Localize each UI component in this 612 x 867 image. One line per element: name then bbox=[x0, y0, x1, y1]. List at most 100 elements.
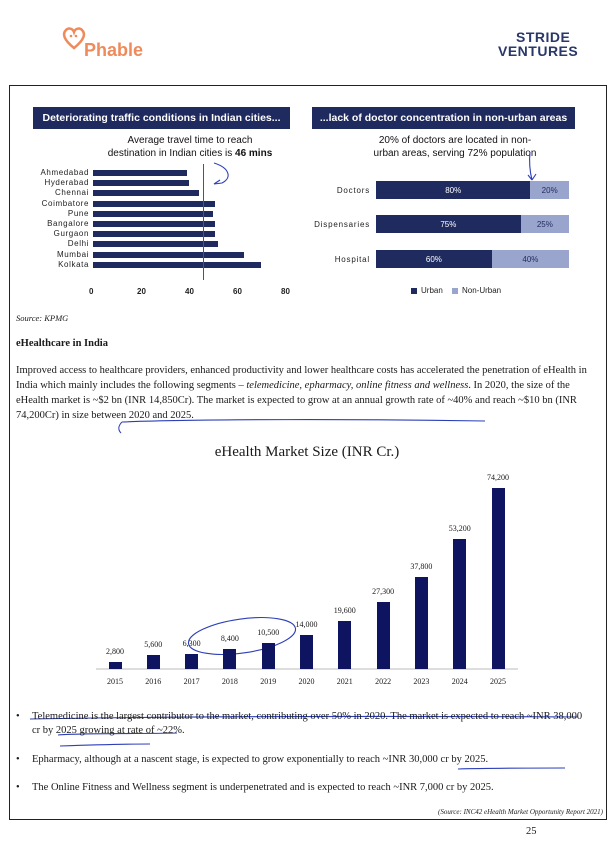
city-label: Ahmedabad bbox=[40, 168, 89, 177]
city-label: Bangalore bbox=[47, 219, 89, 228]
market-value-label: 74,200 bbox=[487, 473, 509, 483]
city-label: Hyderabad bbox=[44, 178, 89, 188]
urban-segment: 80% bbox=[376, 181, 531, 199]
city-label: Delhi bbox=[67, 239, 89, 249]
paragraph-part1: Improved access to healthcare providers,… bbox=[16, 365, 587, 391]
x-tick-label: 20 bbox=[137, 287, 146, 296]
year-label: 2025 bbox=[490, 677, 506, 686]
city-label: Mumbai bbox=[56, 249, 89, 259]
travel-time-bar bbox=[93, 241, 218, 248]
market-value-label: 2,800 bbox=[106, 647, 124, 657]
x-tick-label: 40 bbox=[185, 287, 194, 296]
source-footnote: (Source: INC42 eHealth Market Opportunit… bbox=[438, 808, 603, 816]
year-label: 2022 bbox=[375, 677, 392, 686]
travel-time-bar bbox=[93, 180, 189, 187]
travel-time-bar bbox=[93, 190, 199, 197]
x-tick-label: 80 bbox=[281, 287, 290, 296]
traffic-subtitle-bold: 46 mins bbox=[235, 148, 273, 159]
paragraph-segments: telemedicine, epharmacy, online fitness … bbox=[246, 380, 469, 391]
traffic-subtitle-line1: Average travel time to reach bbox=[127, 135, 253, 146]
x-tick-label: 0 bbox=[89, 287, 94, 296]
market-bar bbox=[185, 653, 199, 669]
underline-growth bbox=[121, 419, 486, 423]
bullet-list: • Telemedicine is the largest contributor… bbox=[16, 710, 594, 810]
traffic-panel-header: Deteriorating traffic conditions in Indi… bbox=[33, 107, 290, 129]
stride-logo-line2: VENTURES bbox=[498, 43, 579, 59]
market-bar bbox=[338, 621, 352, 669]
bullet-text: Telemedicine is the largest contributor … bbox=[32, 711, 583, 736]
market-value-label: 19,600 bbox=[333, 606, 356, 616]
urban-segment: 75% bbox=[376, 215, 521, 233]
travel-time-bar bbox=[93, 221, 216, 227]
market-value-label: 14,000 bbox=[295, 619, 318, 629]
travel-time-bar bbox=[93, 261, 261, 268]
market-bar bbox=[146, 655, 160, 669]
year-label: 2024 bbox=[451, 677, 468, 686]
year-label: 2021 bbox=[336, 677, 353, 686]
year-label: 2020 bbox=[298, 677, 315, 686]
year-label: 2016 bbox=[145, 677, 162, 686]
bullet-dot: • bbox=[16, 782, 20, 793]
paragraph-part2: . In 2020, the size of the eHealth marke… bbox=[16, 380, 577, 421]
doctor-panel: ...lack of doctor concentration in non-u… bbox=[312, 107, 575, 129]
city-label: Gurgaon bbox=[53, 229, 89, 239]
underline-38000 bbox=[57, 732, 178, 736]
intro-paragraph: Improved access to healthcare providers,… bbox=[16, 363, 602, 423]
traffic-subtitle-prefix: destination in Indian cities is bbox=[107, 148, 236, 159]
market-bar bbox=[414, 576, 428, 669]
phable-logo: Phable bbox=[62, 26, 152, 66]
market-chart-title: eHealth Market Size (INR Cr.) bbox=[214, 444, 400, 460]
legend-urban-swatch bbox=[411, 287, 417, 294]
travel-time-bar bbox=[93, 251, 245, 258]
market-value-label: 6,300 bbox=[182, 638, 201, 648]
market-value-label: 10,500 bbox=[257, 628, 280, 638]
bullet-text: The Online Fitness and Wellness segment … bbox=[32, 782, 494, 793]
source-kpmg: Source: KPMG bbox=[16, 313, 69, 323]
page-number: 25 bbox=[526, 826, 537, 837]
x-tick-label: 60 bbox=[233, 287, 242, 296]
circled-years bbox=[187, 617, 297, 655]
nonurban-segment: 25% bbox=[520, 215, 569, 233]
market-bar bbox=[223, 648, 237, 669]
traffic-subtitle: Average travel time to reach destination… bbox=[90, 134, 290, 160]
travel-time-bar bbox=[93, 231, 216, 238]
market-bar bbox=[453, 539, 467, 669]
market-value-label: 5,600 bbox=[144, 640, 163, 650]
underline-38000-second bbox=[59, 743, 151, 747]
doctor-subtitle-line1: 20% of doctors are located in non- bbox=[378, 135, 532, 146]
city-label: Kolkata bbox=[58, 259, 89, 269]
traffic-chart: Ahmedabad Hyderabad Chennai Coimbatore Pune B… bbox=[0, 0, 290, 296]
year-label: 2015 bbox=[107, 677, 123, 686]
urban-segment: 60% bbox=[376, 250, 492, 268]
arrow-annotation-left bbox=[213, 162, 229, 185]
page-frame bbox=[9, 85, 607, 820]
market-bar bbox=[300, 634, 313, 669]
market-value-label: 27,300 bbox=[372, 587, 395, 597]
legend-urban: Urban bbox=[411, 286, 443, 295]
city-label: Pune bbox=[67, 208, 89, 218]
market-chart: 2,800 2015 5,600 2016 6,300 2017 8,400 2018 10,5… bbox=[0, 0, 509, 686]
travel-time-bar bbox=[93, 200, 216, 207]
legend-nonurban-swatch bbox=[452, 287, 458, 294]
travel-time-bar bbox=[93, 170, 187, 176]
traffic-panel: Deteriorating traffic conditions in Indi… bbox=[33, 107, 290, 129]
city-label: Coimbatore bbox=[41, 198, 89, 208]
section-heading: eHealthcare in India bbox=[16, 338, 108, 349]
row-label: Dispensaries bbox=[314, 220, 370, 229]
stride-ventures-logo: STRIDE VENTURES bbox=[498, 30, 578, 66]
phable-logo-text: Phable bbox=[84, 40, 144, 60]
underline-hook bbox=[118, 421, 123, 434]
doctor-panel-header: ...lack of doctor concentration in non-u… bbox=[312, 107, 575, 129]
legend-urban-label: Urban bbox=[421, 286, 443, 295]
year-label: 2019 bbox=[260, 677, 277, 686]
travel-time-bar bbox=[93, 210, 213, 217]
market-value-label: 37,800 bbox=[410, 561, 433, 571]
market-bar bbox=[376, 602, 390, 669]
reference-line bbox=[203, 164, 205, 280]
doctor-subtitle-line2: urban areas, serving 72% population bbox=[373, 148, 537, 159]
heart-logo-icon bbox=[62, 27, 86, 50]
year-label: 2018 bbox=[221, 677, 238, 686]
nonurban-segment: 40% bbox=[491, 250, 569, 268]
bullet-text: Epharmacy, although at a nascent stage, … bbox=[32, 754, 489, 765]
